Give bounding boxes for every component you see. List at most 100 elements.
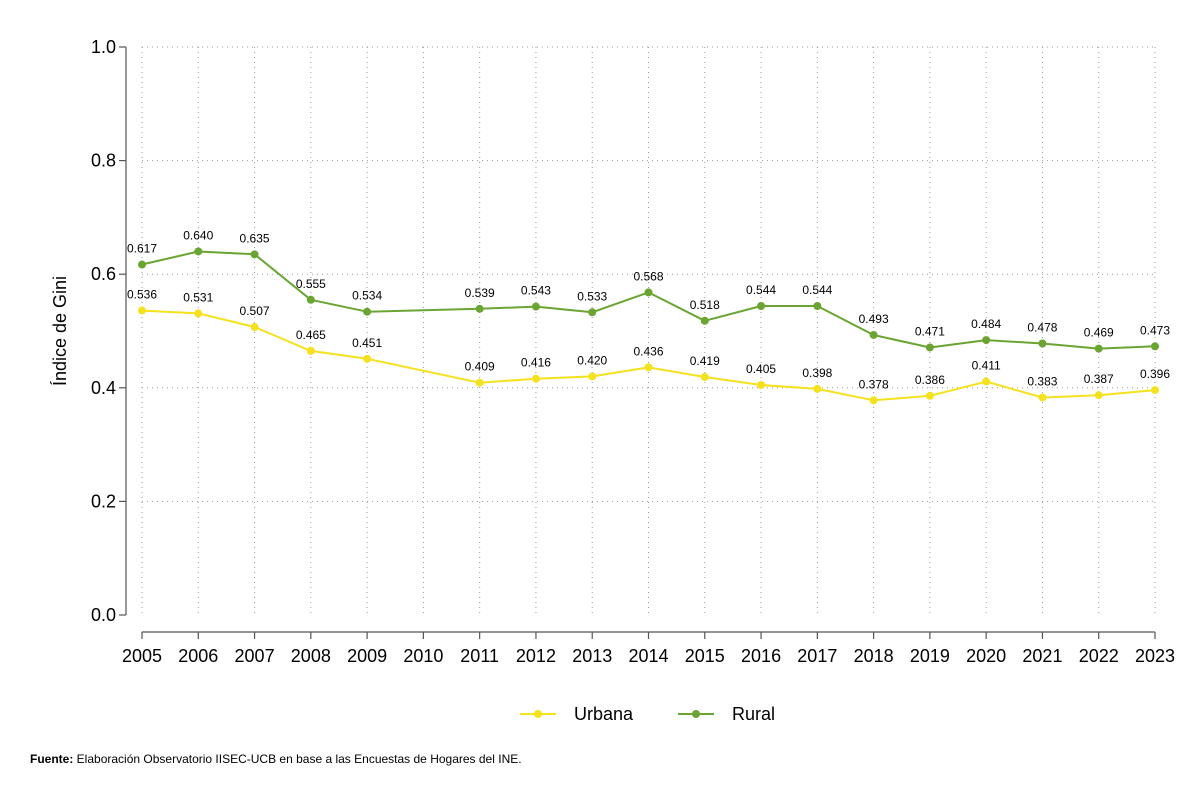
data-label-urbana: 0.378 xyxy=(859,377,889,391)
data-point-rural xyxy=(306,295,315,304)
data-point-urbana xyxy=(925,391,934,400)
data-label-urbana: 0.536 xyxy=(127,288,157,302)
x-tick-label: 2021 xyxy=(1022,646,1062,666)
series-layer xyxy=(138,247,1159,405)
data-label-rural: 0.568 xyxy=(633,269,663,283)
source-text: Elaboración Observatorio IISEC-UCB en ba… xyxy=(73,752,522,766)
axes-layer: 0.0 0.2 0.4 0.6 0.8 1.0 2005 2006 2007 2008 2009 20… xyxy=(91,37,1175,666)
data-label-urbana: 0.531 xyxy=(183,290,213,304)
data-label-urbana: 0.383 xyxy=(1027,374,1057,388)
data-point-urbana xyxy=(813,384,822,393)
x-tick-label: 2010 xyxy=(403,646,443,666)
data-point-urbana xyxy=(475,378,484,387)
data-point-rural xyxy=(869,330,878,339)
data-label-urbana: 0.420 xyxy=(577,353,607,367)
y-tick-label: 0.0 xyxy=(91,605,116,625)
x-tick-label: 2011 xyxy=(460,646,499,666)
data-point-urbana xyxy=(138,306,146,315)
data-label-rural: 0.534 xyxy=(352,289,382,303)
data-point-rural xyxy=(194,247,203,256)
x-tick-label: 2015 xyxy=(685,646,725,666)
x-tick-label: 2019 xyxy=(910,646,950,666)
x-tick-label: 2012 xyxy=(516,646,556,666)
data-point-rural xyxy=(1094,344,1103,353)
data-label-rural: 0.518 xyxy=(690,298,720,312)
data-point-rural xyxy=(700,316,709,325)
x-tick-label: 2018 xyxy=(854,646,894,666)
data-point-urbana xyxy=(194,309,203,318)
x-tick-label: 2009 xyxy=(347,646,387,666)
data-point-urbana xyxy=(700,373,709,382)
source-note: Fuente: Elaboración Observatorio IISEC-U… xyxy=(30,752,522,766)
y-tick-label: 0.6 xyxy=(91,264,116,284)
data-label-urbana: 0.419 xyxy=(690,354,720,368)
data-label-rural: 0.539 xyxy=(465,286,495,300)
data-label-rural: 0.544 xyxy=(802,283,832,297)
data-label-rural: 0.543 xyxy=(521,284,551,298)
data-label-urbana: 0.396 xyxy=(1140,367,1170,381)
data-point-rural xyxy=(250,250,259,259)
data-point-rural xyxy=(138,260,146,269)
data-point-rural xyxy=(1151,342,1159,351)
x-tick-label: 2005 xyxy=(122,646,162,666)
y-axis-title: Índice de Gini xyxy=(50,276,70,386)
data-point-rural xyxy=(1038,339,1047,348)
data-label-urbana: 0.387 xyxy=(1084,372,1114,386)
data-label-rural: 0.469 xyxy=(1084,326,1114,340)
x-tick-label: 2008 xyxy=(291,646,331,666)
data-point-rural xyxy=(982,336,991,345)
data-point-urbana xyxy=(644,363,653,372)
legend-label-urbana: Urbana xyxy=(574,704,634,724)
x-tick-label: 2022 xyxy=(1079,646,1119,666)
data-label-urbana: 0.507 xyxy=(240,304,270,318)
data-point-rural xyxy=(925,343,934,352)
data-label-urbana: 0.436 xyxy=(633,344,663,358)
x-tick-label: 2017 xyxy=(797,646,837,666)
legend-swatch-marker-rural xyxy=(692,710,700,718)
data-label-rural: 0.493 xyxy=(859,312,889,326)
y-tick-label: 0.4 xyxy=(91,378,116,398)
data-point-urbana xyxy=(250,323,259,332)
data-label-rural: 0.635 xyxy=(240,231,270,245)
data-point-rural xyxy=(644,288,653,297)
x-tick-label: 2020 xyxy=(966,646,1006,666)
series-line-urbana xyxy=(141,309,1156,402)
data-label-urbana: 0.411 xyxy=(972,359,1001,373)
data-point-rural xyxy=(757,302,766,311)
legend-label-rural: Rural xyxy=(732,704,775,724)
data-label-rural: 0.617 xyxy=(127,242,157,256)
data-point-urbana xyxy=(363,354,372,363)
x-tick-label: 2014 xyxy=(628,646,668,666)
data-point-rural xyxy=(363,307,372,316)
data-point-urbana xyxy=(1038,393,1047,402)
data-point-urbana xyxy=(531,374,540,383)
legend-swatch-marker-urbana xyxy=(534,710,542,718)
data-label-urbana: 0.398 xyxy=(802,366,832,380)
x-tick-label: 2006 xyxy=(178,646,218,666)
data-point-urbana xyxy=(982,377,991,386)
data-label-urbana: 0.451 xyxy=(352,336,382,350)
data-label-rural: 0.555 xyxy=(296,277,326,291)
data-label-rural: 0.533 xyxy=(577,289,607,303)
data-label-rural: 0.484 xyxy=(971,317,1001,331)
data-label-urbana: 0.409 xyxy=(465,360,495,374)
data-point-rural xyxy=(531,302,540,311)
data-point-urbana xyxy=(588,372,597,381)
data-label-urbana: 0.386 xyxy=(915,373,945,387)
data-point-urbana xyxy=(1094,391,1103,400)
data-label-rural: 0.640 xyxy=(183,228,213,242)
data-point-urbana xyxy=(1151,386,1159,395)
data-label-rural: 0.473 xyxy=(1140,323,1170,337)
source-label: Fuente: xyxy=(30,752,74,766)
data-point-urbana xyxy=(869,396,878,405)
x-tick-label: 2023 xyxy=(1135,646,1175,666)
data-label-urbana: 0.405 xyxy=(746,362,776,376)
y-tick-label: 0.2 xyxy=(91,491,116,511)
data-label-urbana: 0.416 xyxy=(521,356,551,370)
data-label-rural: 0.478 xyxy=(1027,320,1057,334)
data-labels-layer: 0.536 0.531 0.507 0.465 0.451 0.409 0.416 0.420… xyxy=(127,228,1170,391)
data-label-rural: 0.471 xyxy=(915,324,945,338)
x-tick-label: 2007 xyxy=(235,646,275,666)
x-tick-label: 2013 xyxy=(572,646,612,666)
